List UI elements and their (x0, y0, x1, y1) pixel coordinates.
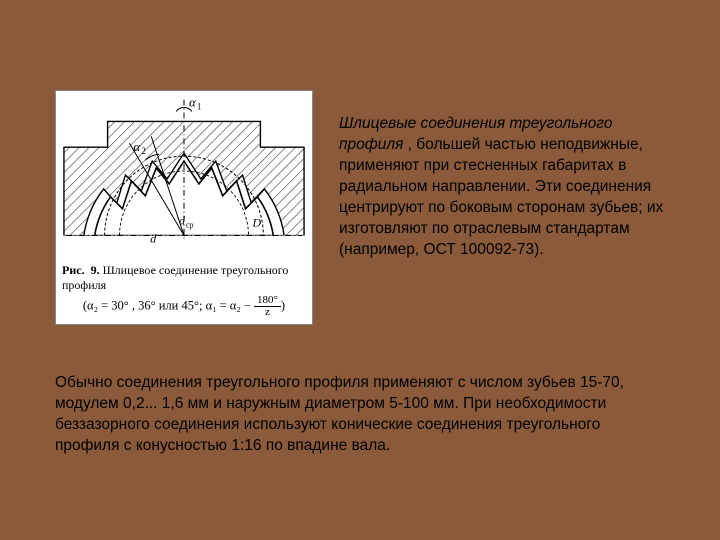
side-body: , большей частью неподвижные, применяют … (339, 136, 663, 258)
figure-caption: Рис. 9. Шлицевое соединение треугольного… (56, 259, 312, 324)
d-label: d (150, 231, 156, 245)
bottom-body: Обычно соединения треугольного профиля п… (55, 374, 624, 454)
svg-text:ср: ср (186, 221, 194, 230)
D-label: D (251, 216, 261, 230)
figure-label-prefix: Рис. (62, 263, 85, 277)
alpha2-label: α (133, 140, 140, 154)
svg-text:1: 1 (197, 102, 201, 112)
figure-formula: (α₂ = 30° , 36° или 45°; α₁ = α₂ − 180°z… (62, 293, 306, 318)
side-paragraph: Шлицевые соединения треугольного профиля… (339, 90, 665, 260)
bottom-paragraph: Обычно соединения треугольного профиля п… (55, 373, 665, 457)
figure-box: α 1 α 2 d d ср D Рис. 9. Шлицевое соедин… (55, 90, 313, 325)
alpha1-label: α (189, 96, 196, 110)
dcp-label: d (179, 214, 185, 228)
svg-text:2: 2 (141, 146, 145, 156)
figure-number: 9. (91, 263, 100, 277)
spline-diagram: α 1 α 2 d d ср D (56, 91, 312, 259)
top-row: α 1 α 2 d d ср D Рис. 9. Шлицевое соедин… (55, 90, 665, 325)
